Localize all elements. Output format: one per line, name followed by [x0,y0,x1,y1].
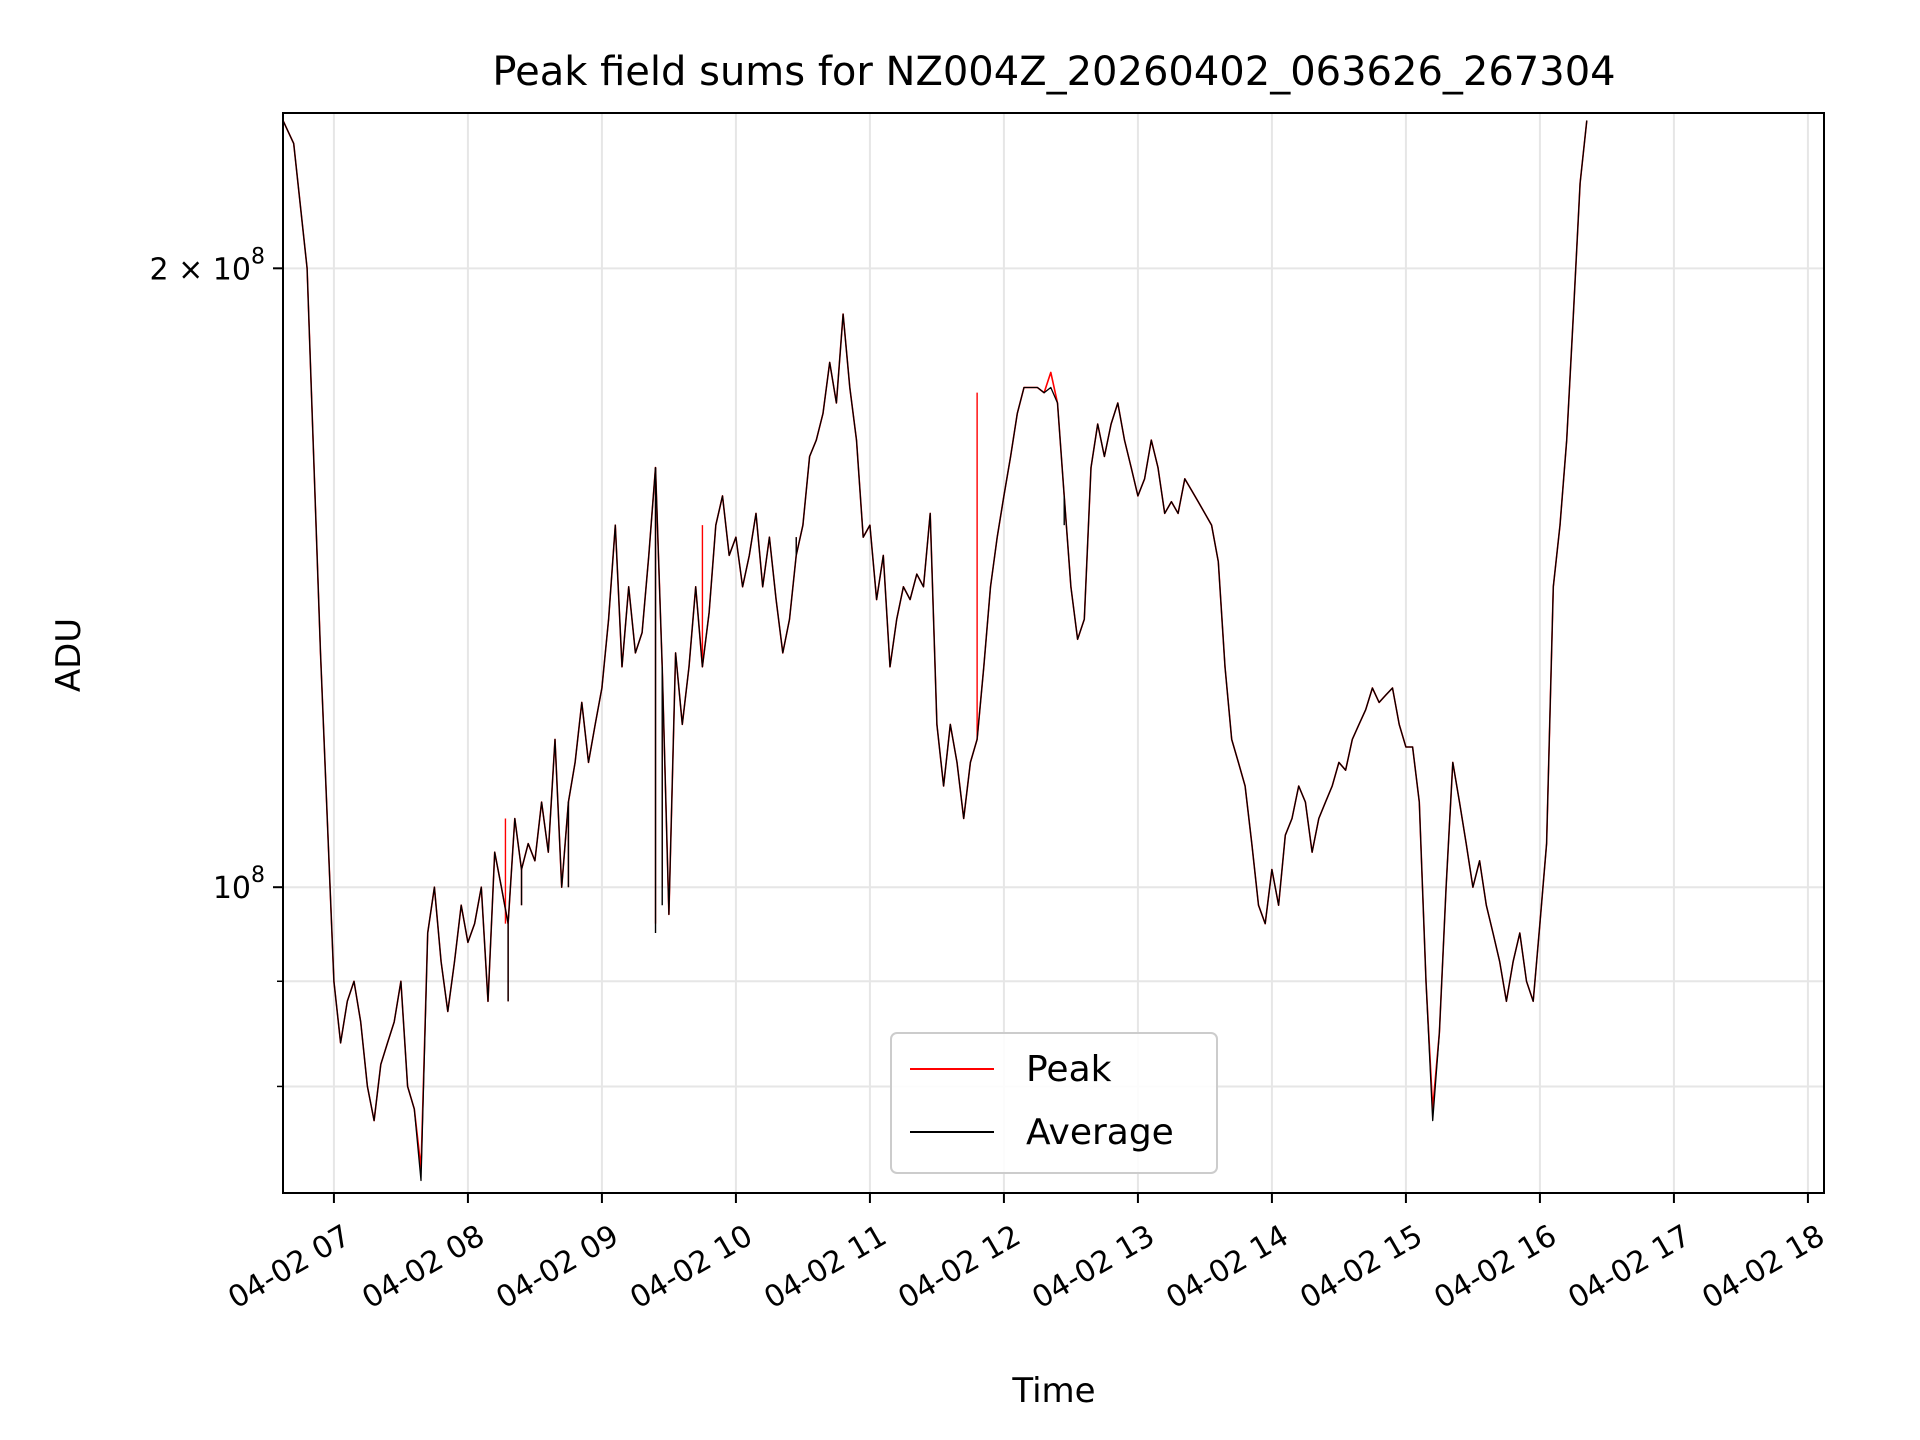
y-tick-base: 2 × 10 [150,252,251,287]
plot-series [282,120,1588,1182]
plot-frame [282,112,1825,1194]
y-tick-exponent: 8 [251,863,265,888]
series-line-average [282,120,1588,1182]
legend: Peak Average [890,1032,1218,1174]
legend-label-peak: Peak [1026,1049,1112,1090]
y-tick-label: 108 [213,863,265,906]
y-tick-base: 10 [213,871,251,906]
y-tick-label: 2 × 108 [150,244,265,287]
y-tick-exponent: 8 [251,244,265,269]
chart-title: Peak field sums for NZ004Z_20260402_0636… [492,49,1615,95]
legend-label-average: Average [1026,1112,1174,1153]
x-axis-label: Time [1011,1371,1095,1411]
y-axis-label: ADU [49,618,89,692]
